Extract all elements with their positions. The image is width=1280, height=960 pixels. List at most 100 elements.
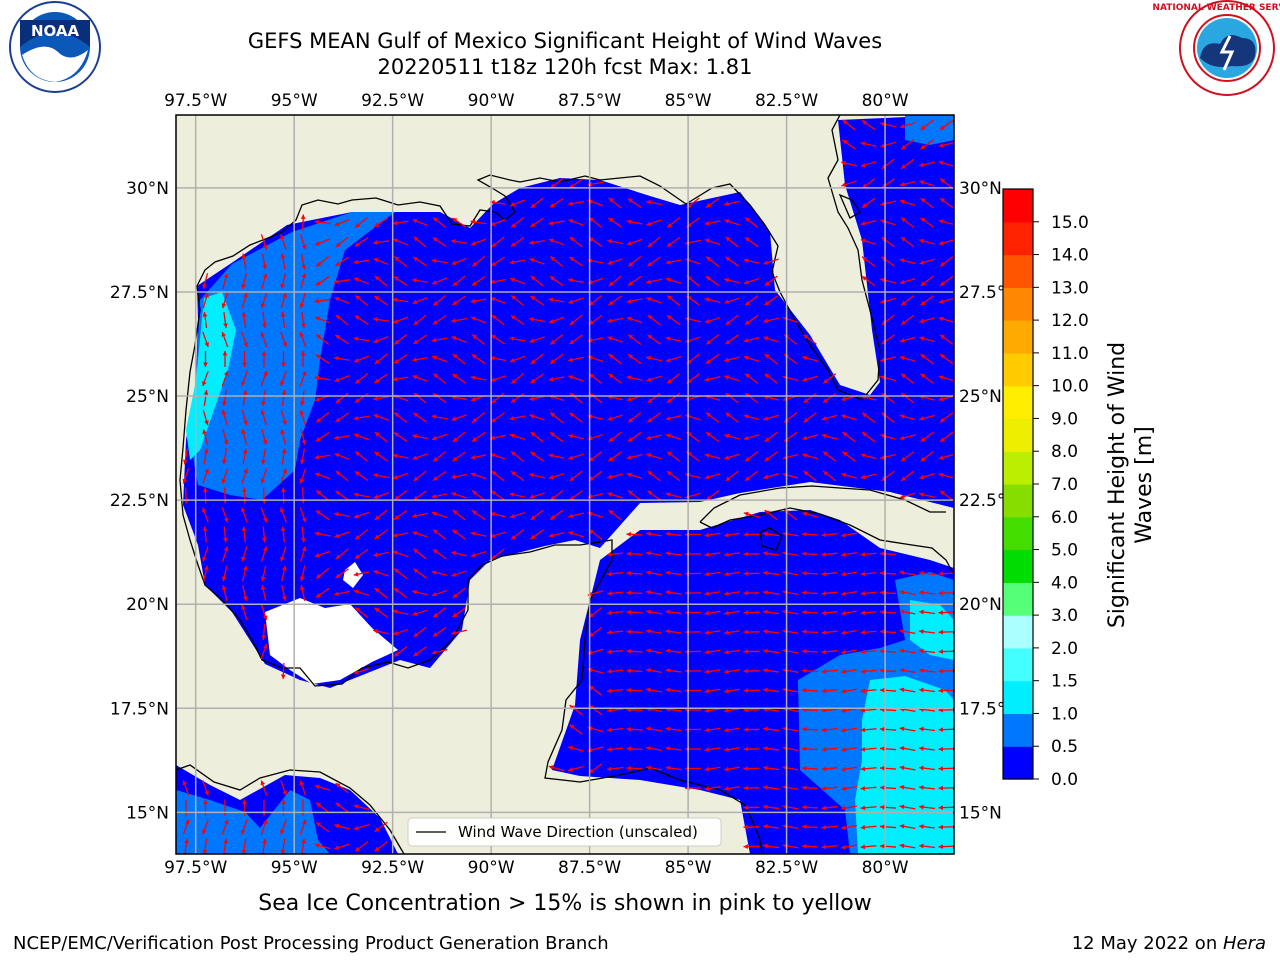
wind-arrow bbox=[939, 197, 954, 209]
wind-arrow bbox=[529, 492, 545, 499]
wind-arrow bbox=[223, 838, 228, 854]
wind-arrow bbox=[880, 297, 896, 304]
wind-arrow bbox=[821, 805, 838, 811]
wind-arrow bbox=[704, 610, 721, 616]
colorbar-bin-1 bbox=[1003, 713, 1033, 747]
wind-arrow bbox=[260, 292, 267, 309]
wind-arrow bbox=[548, 765, 565, 772]
wind-arrow bbox=[705, 334, 720, 345]
wind-arrow bbox=[335, 490, 349, 501]
wind-arrow bbox=[431, 570, 448, 576]
wind-arrow bbox=[314, 238, 331, 246]
wind-arrow bbox=[646, 609, 662, 615]
wind-arrow bbox=[646, 668, 662, 673]
wind-arrow bbox=[646, 199, 662, 206]
wind-arrow bbox=[920, 139, 934, 150]
wind-arrow bbox=[938, 727, 954, 733]
wind-arrow bbox=[666, 295, 681, 306]
wind-arrow bbox=[723, 532, 741, 538]
wind-arrow bbox=[938, 160, 954, 167]
wind-arrow bbox=[451, 336, 467, 343]
wind-arrow bbox=[646, 219, 662, 226]
wind-arrow bbox=[548, 220, 565, 226]
wind-arrow bbox=[529, 395, 545, 402]
wind-arrow bbox=[801, 570, 819, 576]
wind-arrow bbox=[608, 373, 622, 384]
wind-arrow bbox=[665, 746, 682, 751]
wind-arrow bbox=[705, 490, 720, 501]
x-tick-bottom-1: 95°W bbox=[271, 858, 318, 878]
wind-arrow bbox=[920, 373, 934, 384]
wind-arrow bbox=[939, 353, 954, 365]
wind-arrow bbox=[900, 236, 915, 248]
y-tick-left-2: 20°N bbox=[126, 595, 169, 615]
wind-arrow bbox=[588, 529, 603, 540]
wind-arrow bbox=[920, 451, 934, 462]
wind-arrow bbox=[627, 412, 642, 423]
wind-arrow bbox=[299, 370, 307, 387]
wind-arrow bbox=[182, 819, 190, 835]
wind-arrow bbox=[665, 765, 682, 771]
wind-arrow bbox=[241, 507, 248, 523]
wind-arrow bbox=[373, 395, 389, 401]
wind-arrow bbox=[724, 297, 740, 304]
wind-arrow bbox=[762, 629, 780, 634]
wind-arrow bbox=[879, 765, 897, 771]
wind-arrow bbox=[241, 838, 247, 854]
wind-arrow bbox=[354, 451, 369, 462]
wind-arrow bbox=[549, 509, 564, 521]
wind-arrow bbox=[705, 412, 720, 423]
colorbar-bin-17 bbox=[1003, 189, 1033, 223]
wind-arrow bbox=[821, 590, 838, 596]
wind-arrow bbox=[919, 414, 935, 421]
chart-title: GEFS MEAN Gulf of Mexico Significant Hei… bbox=[247, 29, 883, 53]
wind-arrow bbox=[626, 551, 643, 557]
wind-arrow bbox=[569, 334, 583, 345]
wind-arrow bbox=[392, 609, 409, 615]
wind-arrow bbox=[647, 236, 661, 248]
wind-arrow bbox=[353, 511, 370, 519]
wind-arrow bbox=[704, 552, 721, 557]
wind-arrow bbox=[841, 824, 857, 830]
wind-arrow bbox=[202, 507, 209, 523]
wind-arrow bbox=[335, 782, 349, 794]
wind-arrow bbox=[548, 297, 565, 303]
wind-arrow bbox=[647, 412, 661, 423]
wind-arrow bbox=[509, 511, 526, 519]
wind-arrow bbox=[647, 256, 661, 267]
gulf-sea-region bbox=[183, 115, 954, 688]
wind-arrow bbox=[841, 472, 857, 479]
wind-arrow bbox=[841, 785, 857, 791]
wind-arrow bbox=[899, 668, 916, 674]
wind-arrow bbox=[280, 780, 287, 796]
wind-arrow bbox=[549, 334, 564, 345]
wind-arrow bbox=[763, 258, 779, 265]
x-tick-top-4: 87.5°W bbox=[558, 91, 621, 111]
wind-arrow bbox=[411, 278, 429, 283]
wind-arrow bbox=[879, 590, 897, 596]
wind-arrow bbox=[860, 844, 877, 850]
wind-arrow bbox=[470, 219, 487, 225]
wind-arrow bbox=[452, 529, 466, 540]
wind-arrow bbox=[222, 350, 228, 368]
wind-arrow bbox=[182, 468, 190, 484]
wind-arrow bbox=[530, 509, 544, 521]
wind-arrow bbox=[646, 590, 662, 595]
wind-arrow bbox=[314, 298, 331, 304]
wind-arrow bbox=[374, 295, 388, 306]
wind-arrow bbox=[626, 668, 643, 674]
wind-arrow bbox=[919, 238, 935, 245]
wind-arrow bbox=[627, 490, 642, 501]
wind-arrow bbox=[452, 217, 466, 228]
wind-arrow bbox=[879, 824, 897, 830]
wind-arrow bbox=[725, 236, 739, 248]
wind-arrow bbox=[743, 532, 760, 537]
wind-arrow bbox=[569, 724, 583, 735]
wind-arrow bbox=[647, 490, 661, 501]
wind-arrow bbox=[353, 355, 370, 363]
wind-arrow bbox=[412, 218, 428, 227]
wind-arrow bbox=[822, 451, 837, 462]
wind-arrow bbox=[241, 273, 248, 289]
wind-arrow bbox=[665, 590, 682, 595]
wind-arrow bbox=[743, 766, 760, 771]
